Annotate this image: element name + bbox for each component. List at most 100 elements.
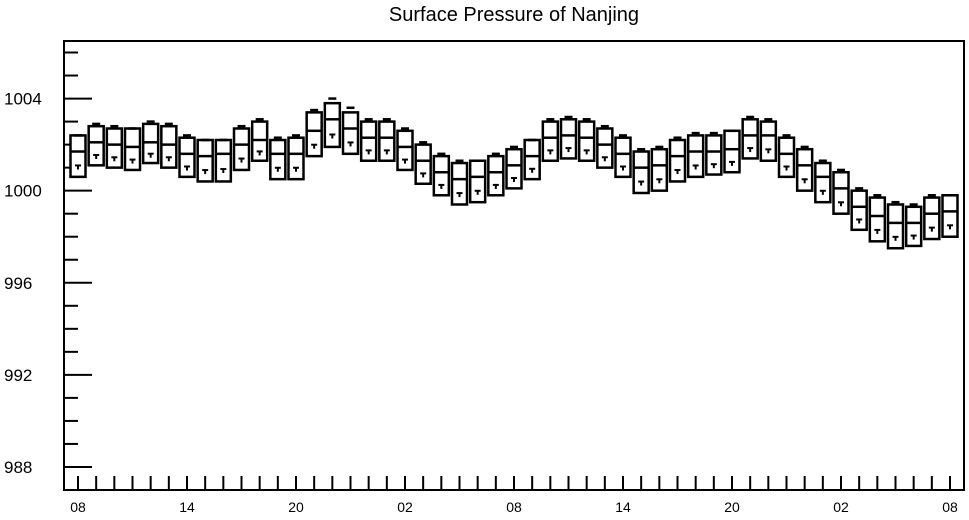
box-body bbox=[523, 138, 541, 181]
box bbox=[614, 134, 632, 179]
box-body bbox=[450, 161, 469, 206]
box-body bbox=[87, 124, 105, 167]
box-body bbox=[432, 154, 451, 197]
box bbox=[941, 194, 959, 238]
x-tick-label: 14 bbox=[615, 499, 631, 515]
x-tick-label: 08 bbox=[942, 499, 958, 515]
box bbox=[487, 152, 505, 197]
box bbox=[559, 115, 578, 160]
box bbox=[541, 118, 560, 162]
box bbox=[105, 124, 124, 169]
box-body bbox=[923, 196, 941, 241]
box bbox=[505, 145, 523, 190]
box-body bbox=[487, 154, 505, 197]
box-body bbox=[686, 134, 705, 179]
box bbox=[686, 131, 705, 179]
box-body bbox=[505, 147, 523, 190]
box-body bbox=[650, 147, 669, 192]
box-body bbox=[741, 118, 759, 160]
box-body bbox=[305, 111, 323, 158]
box-body bbox=[341, 111, 360, 156]
box bbox=[850, 187, 868, 232]
box-body bbox=[795, 147, 814, 192]
box-body bbox=[105, 127, 124, 169]
y-tick-label: 992 bbox=[4, 366, 32, 385]
box bbox=[650, 145, 669, 192]
box bbox=[904, 203, 923, 248]
box bbox=[178, 134, 196, 179]
box bbox=[87, 122, 105, 167]
box-body bbox=[178, 136, 196, 179]
box bbox=[468, 159, 487, 204]
box bbox=[596, 124, 614, 169]
x-tick-label: 14 bbox=[179, 499, 195, 515]
box bbox=[741, 115, 759, 160]
box-body bbox=[214, 138, 233, 183]
box-body bbox=[668, 138, 687, 183]
box-body bbox=[287, 136, 305, 181]
box bbox=[359, 118, 378, 162]
box bbox=[868, 194, 887, 243]
x-tick-label: 20 bbox=[724, 499, 740, 515]
x-tick-label: 08 bbox=[506, 499, 522, 515]
box-body bbox=[850, 189, 868, 232]
box-body bbox=[323, 101, 342, 149]
box bbox=[250, 118, 269, 162]
box bbox=[414, 141, 432, 186]
x-tick-label: 02 bbox=[833, 499, 849, 515]
box-body bbox=[941, 194, 959, 238]
box bbox=[923, 194, 941, 241]
box-body bbox=[123, 127, 142, 172]
y-tick-label: 996 bbox=[4, 274, 32, 293]
box bbox=[832, 168, 850, 215]
x-axis-ticks: 08 14 20 02 08 14 20 02 08 bbox=[70, 476, 958, 515]
x-tick-label: 20 bbox=[288, 499, 304, 515]
box-body bbox=[232, 127, 251, 172]
box bbox=[141, 120, 160, 165]
box-plot-series bbox=[69, 97, 959, 250]
box-body bbox=[359, 120, 378, 162]
box bbox=[196, 138, 214, 183]
box bbox=[269, 136, 287, 181]
box bbox=[432, 152, 451, 197]
box bbox=[705, 131, 723, 176]
box bbox=[214, 138, 233, 183]
box-body bbox=[269, 138, 287, 181]
box-body bbox=[886, 203, 905, 250]
box-body bbox=[160, 124, 178, 169]
box bbox=[123, 127, 142, 172]
box-body bbox=[596, 127, 614, 169]
box bbox=[160, 122, 178, 169]
box-body bbox=[868, 196, 887, 243]
x-tick-label: 08 bbox=[70, 499, 86, 515]
box bbox=[378, 118, 396, 162]
chart-title: Surface Pressure of Nanjing bbox=[388, 4, 640, 26]
box-body bbox=[69, 134, 87, 179]
box-body bbox=[759, 120, 778, 162]
box bbox=[450, 159, 469, 206]
x-tick-label: 02 bbox=[397, 499, 413, 515]
box bbox=[523, 138, 541, 181]
box-body bbox=[632, 150, 650, 195]
box-body bbox=[777, 136, 796, 179]
y-axis-ticks: 988 992 996 1000 1004 bbox=[4, 51, 92, 491]
box-body bbox=[904, 205, 923, 248]
box bbox=[305, 108, 323, 158]
box bbox=[577, 118, 596, 162]
box-body bbox=[723, 129, 741, 174]
box bbox=[668, 136, 687, 183]
box bbox=[396, 127, 414, 172]
box-body bbox=[814, 161, 832, 204]
y-tick-label: 1000 bbox=[4, 182, 42, 201]
box-body bbox=[196, 138, 214, 183]
plot-frame bbox=[63, 40, 965, 491]
box bbox=[723, 129, 741, 174]
box-body bbox=[614, 136, 632, 179]
box bbox=[886, 200, 905, 250]
box bbox=[69, 134, 87, 179]
box-body bbox=[414, 143, 432, 186]
box-body bbox=[577, 120, 596, 162]
box-body bbox=[559, 118, 578, 160]
box-body bbox=[378, 120, 396, 162]
